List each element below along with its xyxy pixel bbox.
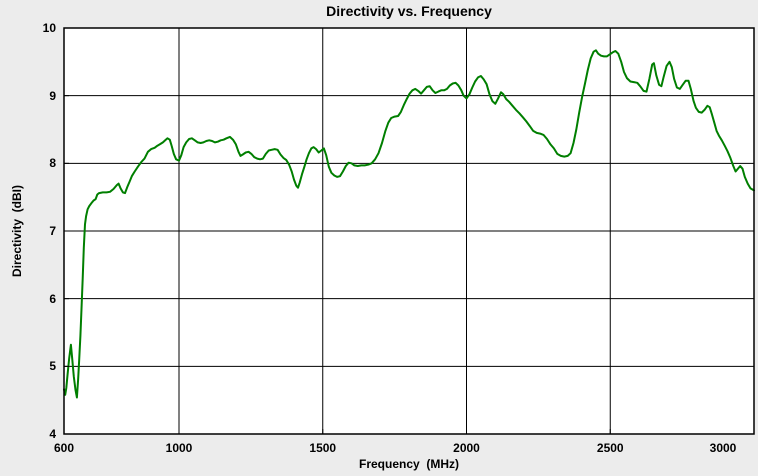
y-tick-label: 4 (49, 427, 56, 441)
x-tick-label: 600 (53, 441, 75, 455)
x-axis-label: Frequency (MHz) (358, 457, 459, 471)
y-tick-label: 5 (49, 359, 56, 374)
y-tick-label: 10 (42, 21, 56, 35)
y-axis-label: Directivity (dBI) (10, 184, 24, 278)
y-tick-label: 9 (49, 88, 56, 103)
x-tick-label: 3000 (709, 441, 737, 455)
y-tick-label: 6 (49, 291, 56, 306)
y-tick-label: 7 (49, 224, 56, 238)
x-tick-label: 2500 (596, 441, 624, 455)
directivity-curve (63, 49, 755, 399)
chart-title: Directivity vs. Frequency (326, 3, 492, 19)
x-tick-label: 2000 (453, 441, 480, 455)
y-tick-label: 8 (49, 156, 56, 171)
x-tick-label: 1000 (165, 441, 193, 455)
x-tick-label: 1500 (309, 441, 337, 455)
